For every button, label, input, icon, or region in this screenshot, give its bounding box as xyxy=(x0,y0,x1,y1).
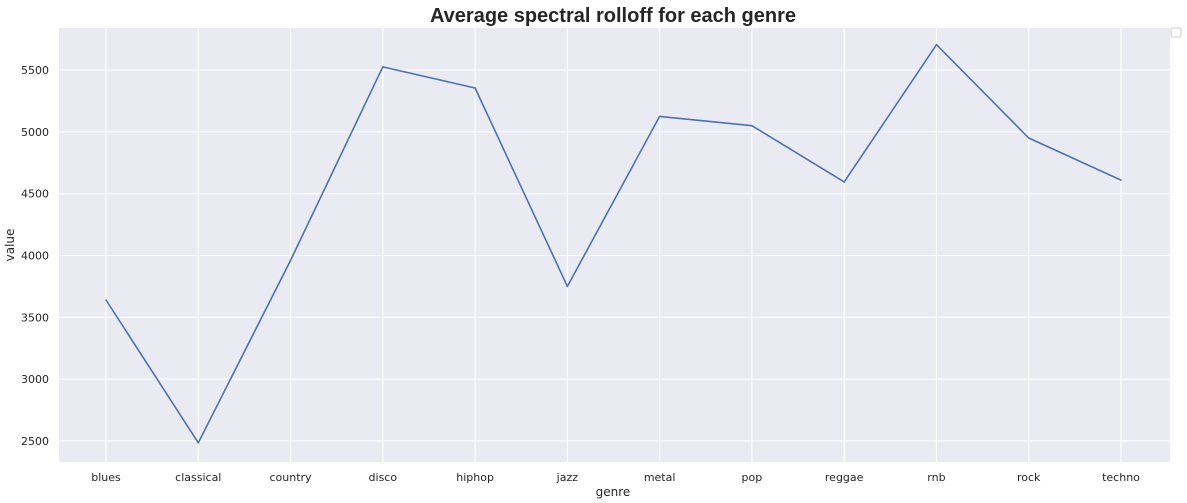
data-point xyxy=(1027,137,1030,139)
data-point xyxy=(382,66,384,68)
y-tick-label: 5000 xyxy=(21,126,49,139)
y-axis-ticks: 2500 3000 3500 4000 4500 5000 5500 xyxy=(21,64,49,448)
x-tick-label: rnb xyxy=(927,471,945,484)
x-tick-label: hiphop xyxy=(456,471,494,484)
y-axis-label: value xyxy=(3,229,17,262)
data-point xyxy=(197,442,200,444)
data-point xyxy=(843,181,845,183)
data-point xyxy=(935,43,938,46)
x-tick-label: rock xyxy=(1017,471,1041,484)
x-axis-ticks: blues classical country disco hiphop jazz meta… xyxy=(91,471,1140,484)
data-point xyxy=(289,259,292,262)
gridlines xyxy=(59,28,1170,462)
x-tick-label: country xyxy=(270,471,313,484)
x-tick-label: techno xyxy=(1102,471,1140,484)
x-axis-label: genre xyxy=(596,485,631,499)
series-layer xyxy=(105,43,1122,444)
data-point xyxy=(474,87,476,89)
y-tick-label: 3500 xyxy=(21,311,49,324)
y-tick-label: 4500 xyxy=(21,188,49,201)
data-point xyxy=(658,115,661,118)
plot-area xyxy=(59,28,1170,462)
x-tick-label: reggae xyxy=(825,471,864,484)
y-tick-label: 3000 xyxy=(21,373,49,386)
x-tick-label: pop xyxy=(742,471,763,484)
x-tick-label: disco xyxy=(369,471,398,484)
data-point xyxy=(566,285,569,288)
y-tick-label: 4000 xyxy=(21,250,49,263)
data-point xyxy=(1120,179,1122,181)
chart-title: Average spectral rolloff for each genre xyxy=(430,5,796,27)
legend-box xyxy=(1170,27,1182,38)
y-tick-label: 5500 xyxy=(21,64,49,77)
x-tick-label: blues xyxy=(91,471,121,484)
series-line xyxy=(105,43,1122,444)
data-point xyxy=(105,299,107,301)
x-tick-label: classical xyxy=(175,471,221,484)
x-tick-label: metal xyxy=(644,471,676,484)
y-tick-label: 2500 xyxy=(21,435,49,448)
x-tick-label: jazz xyxy=(556,471,579,484)
data-point xyxy=(751,124,753,127)
